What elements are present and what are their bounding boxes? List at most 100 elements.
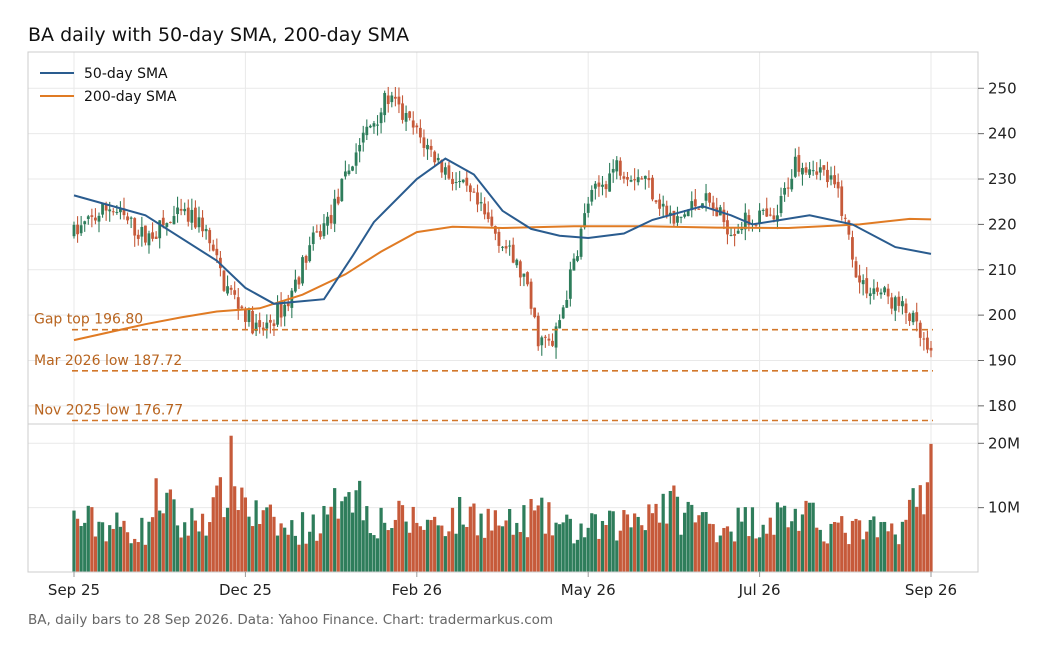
price-bar-body xyxy=(154,236,158,239)
volume-bar xyxy=(515,522,519,572)
volume-bar xyxy=(586,527,590,572)
volume-bar xyxy=(215,485,219,572)
volume-bar xyxy=(486,508,490,572)
price-bar-body xyxy=(690,201,694,210)
volume-bar xyxy=(122,520,126,572)
price-bar-body xyxy=(615,160,619,172)
price-bar-body xyxy=(83,221,87,225)
volume-bar xyxy=(233,486,237,572)
volume-tick-label: 20M xyxy=(988,434,1020,452)
price-bar-body xyxy=(693,199,697,207)
volume-bar xyxy=(633,513,637,572)
price-bar-body xyxy=(104,203,108,211)
volume-bar xyxy=(907,499,912,572)
sma-50-line xyxy=(73,157,932,305)
price-bar-body xyxy=(815,171,819,175)
price-bar-body xyxy=(283,304,287,317)
volume-bar xyxy=(886,531,890,572)
price-tick-label: 190 xyxy=(988,351,1017,369)
volume-bar xyxy=(208,522,212,572)
volume-bar xyxy=(658,522,662,572)
volume-bar xyxy=(847,544,851,572)
volume-bar xyxy=(147,521,151,572)
volume-bar xyxy=(454,533,458,572)
price-bar-body xyxy=(486,212,490,220)
volume-bar xyxy=(418,526,422,572)
volume-bar xyxy=(347,492,351,572)
price-bar-body xyxy=(808,169,811,175)
price-bar-body xyxy=(383,92,387,116)
price-bar-body xyxy=(876,287,879,292)
volume-bar xyxy=(350,512,355,572)
price-bar-body xyxy=(272,323,276,326)
volume-bar xyxy=(815,527,819,572)
sma-200-line xyxy=(73,217,932,342)
price-bar-body xyxy=(679,216,683,218)
price-bar-body xyxy=(79,225,83,234)
price-bar-body xyxy=(72,224,76,237)
price-bar-body xyxy=(904,303,908,313)
price-bar-body xyxy=(568,269,572,299)
price-bar-body xyxy=(293,279,297,292)
volume-bar xyxy=(436,525,440,572)
price-bar-body xyxy=(886,288,890,297)
volume-bar xyxy=(911,488,915,572)
price-bar-body xyxy=(254,322,258,332)
volume-bar xyxy=(661,493,665,572)
legend: 50-day SMA 200-day SMA xyxy=(40,66,177,105)
volume-bar xyxy=(825,543,830,572)
volume-bar xyxy=(243,497,248,572)
price-tick-label: 200 xyxy=(988,306,1017,324)
price-tick-label: 230 xyxy=(988,170,1017,188)
price-bar-body xyxy=(186,207,190,222)
price-bar-body xyxy=(397,96,401,105)
price-bar-body xyxy=(179,208,183,211)
price-bar-body xyxy=(586,203,590,213)
price-bar-body xyxy=(872,288,876,295)
price-bar-body xyxy=(833,175,836,185)
volume-bar xyxy=(468,506,472,572)
volume-bar xyxy=(543,533,547,572)
volume-bar xyxy=(536,505,540,572)
volume-bar xyxy=(433,516,437,572)
price-bar-body xyxy=(840,186,844,216)
price-bar-body xyxy=(190,209,194,223)
price-bar-body xyxy=(147,233,151,246)
price-bar-body xyxy=(347,170,351,175)
volume-bar xyxy=(343,496,347,572)
volume-bar xyxy=(897,544,901,572)
price-bar-body xyxy=(811,170,815,172)
volume-bar xyxy=(643,530,647,572)
volume-bar xyxy=(565,514,569,572)
volume-bar xyxy=(668,490,672,572)
price-bar-body xyxy=(783,188,786,195)
price-bar-body xyxy=(215,248,219,256)
axes: Sep 25 Dec 25 Feb 26 May 26 Jul 26 Sep 26 180 1… xyxy=(27,51,1020,599)
price-bar-body xyxy=(336,196,340,204)
volume-bar xyxy=(297,544,301,572)
price-bar-body xyxy=(129,217,133,219)
volume-bar xyxy=(79,526,83,572)
price-bar-body xyxy=(536,315,540,347)
volume-bar xyxy=(836,522,840,572)
volume-bar xyxy=(136,542,140,572)
volume-bar xyxy=(558,524,562,572)
price-bar-body xyxy=(119,208,122,213)
x-tick-label: Sep 25 xyxy=(48,581,100,599)
price-bar-body xyxy=(76,224,79,235)
volume-bar xyxy=(397,500,401,572)
price-bar-body xyxy=(654,200,658,203)
price-bar-body xyxy=(804,167,808,173)
price-bar-body xyxy=(197,217,201,228)
price-bar-body xyxy=(194,207,197,228)
volume-bar xyxy=(358,480,362,572)
price-bar-body xyxy=(847,220,851,235)
price-bar-body xyxy=(601,184,604,187)
volume-bar xyxy=(786,527,790,572)
volume-bar xyxy=(265,507,269,572)
volume-bar xyxy=(318,533,322,572)
price-bar-body xyxy=(251,310,254,334)
price-bar-body xyxy=(408,111,412,118)
volume-bar xyxy=(408,532,412,572)
x-tick-label: May 26 xyxy=(561,581,616,599)
